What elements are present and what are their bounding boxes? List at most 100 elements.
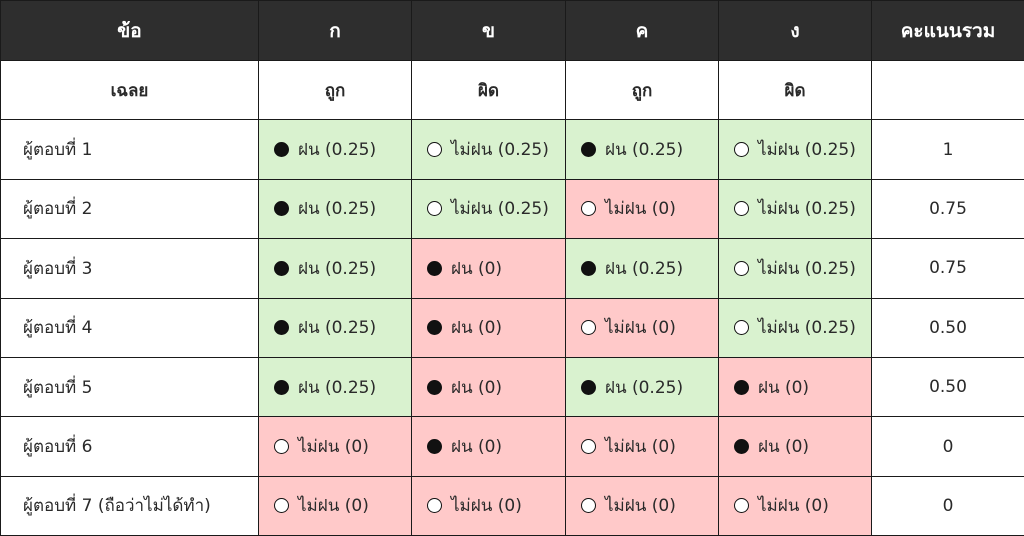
header-option-a: ก (258, 0, 412, 61)
empty-circle-icon (274, 439, 289, 455)
answer-cell-wrong: ฝน (0) (411, 356, 566, 418)
total-score: 0.50 (871, 297, 1024, 358)
header-option-b: ข (411, 0, 566, 61)
responder-row: ผู้ตอบที่ 2 ฝน (0.25) ไม่ฝน (0.25) ไม่ฝน (0… (0, 178, 1024, 240)
answer-content: ไม่ฝน (0) (719, 492, 871, 519)
answer-content: ไม่ฝน (0) (259, 433, 411, 460)
responder-row: ผู้ตอบที่ 3 ฝน (0.25) ฝน (0) ฝน (0.25) ไม่ฝน… (0, 238, 1024, 299)
answer-cell-correct: ฝน (0.25) (565, 119, 719, 180)
answer-cell-correct: ไม่ฝน (0.25) (411, 119, 566, 180)
answer-content: ฝน (0) (412, 374, 565, 401)
answer-text: ฝน (0.25) (298, 318, 377, 339)
answer-cell-wrong: ฝน (0) (411, 238, 566, 299)
answer-text: ไม่ฝน (0.25) (758, 258, 856, 279)
answer-key-cell: ถูก (258, 59, 412, 121)
answer-content: ไม่ฝน (0) (259, 492, 411, 519)
total-score: 0 (871, 475, 1024, 536)
answer-content: ฝน (0.25) (259, 195, 411, 222)
empty-circle-icon (581, 201, 596, 217)
answer-text: ไม่ฝน (0.25) (758, 199, 856, 220)
filled-circle-icon (734, 439, 749, 455)
answer-text: ไม่ฝน (0.25) (451, 140, 549, 161)
answer-key-total (871, 59, 1024, 121)
answer-cell-correct: ฝน (0.25) (258, 119, 412, 180)
answer-key-cell: ผิด (718, 59, 872, 121)
responder-row: ผู้ตอบที่ 6 ไม่ฝน (0) ฝน (0) ไม่ฝน (0) ฝน (0… (0, 416, 1024, 477)
answer-cell-wrong: ไม่ฝน (0) (565, 416, 719, 477)
filled-circle-icon (427, 379, 442, 395)
empty-circle-icon (427, 201, 442, 217)
responder-rows: ผู้ตอบที่ 1 ฝน (0.25) ไม่ฝน (0.25) ฝน (0.25… (0, 119, 1024, 536)
answer-cell-wrong: ไม่ฝน (0) (565, 475, 719, 536)
answer-text: ไม่ฝน (0) (605, 437, 676, 458)
answer-cell-correct: ฝน (0.25) (258, 356, 412, 418)
answer-content: ไม่ฝน (0.25) (719, 195, 871, 222)
answer-cell-correct: ฝน (0.25) (565, 356, 719, 418)
responder-label: ผู้ตอบที่ 4 (0, 297, 259, 358)
answer-cell-wrong: ไม่ฝน (0) (411, 475, 566, 536)
answer-key-label: เฉลย (0, 59, 259, 121)
answer-text: ฝน (0.25) (298, 377, 377, 398)
header-row: ข้อ ก ข ค ง คะแนนรวม (0, 0, 1024, 61)
answer-text: ไม่ฝน (0) (605, 496, 676, 517)
answer-cell-wrong: ฝน (0) (718, 356, 872, 418)
answer-cell-correct: ฝน (0.25) (565, 238, 719, 299)
answer-text: ฝน (0.25) (298, 140, 377, 161)
answer-content: ไม่ฝน (0) (566, 195, 718, 222)
answer-content: ไม่ฝน (0) (566, 314, 718, 341)
answer-text: ไม่ฝน (0) (298, 437, 369, 458)
empty-circle-icon (581, 439, 596, 455)
answer-cell-correct: ไม่ฝน (0.25) (718, 297, 872, 358)
filled-circle-icon (427, 439, 442, 455)
answer-content: ฝน (0) (719, 433, 871, 460)
answer-cell-correct: ไม่ฝน (0.25) (718, 238, 872, 299)
filled-circle-icon (427, 260, 442, 276)
filled-circle-icon (274, 320, 289, 336)
total-score: 0.75 (871, 178, 1024, 240)
answer-text: ไม่ฝน (0) (758, 496, 829, 517)
header-total: คะแนนรวม (871, 0, 1024, 61)
answer-text: ไม่ฝน (0) (298, 496, 369, 517)
responder-row: ผู้ตอบที่ 7 (ถือว่าไม่ได้ทำ) ไม่ฝน (0) ไม่… (0, 475, 1024, 536)
answer-cell-correct: ฝน (0.25) (258, 238, 412, 299)
responder-row: ผู้ตอบที่ 5 ฝน (0.25) ฝน (0) ฝน (0.25) ฝน (0… (0, 356, 1024, 418)
answer-text: ฝน (0) (451, 258, 503, 279)
answer-text: ฝน (0.25) (605, 258, 684, 279)
answer-content: ฝน (0.25) (566, 136, 718, 163)
answer-text: ไม่ฝน (0) (605, 318, 676, 339)
answer-content: ไม่ฝน (0.25) (719, 314, 871, 341)
answer-cell-wrong: ฝน (0) (718, 416, 872, 477)
answer-content: ไม่ฝน (0) (412, 492, 565, 519)
answer-key-row: เฉลย ถูก ผิด ถูก ผิด (0, 59, 1024, 121)
total-score: 0.50 (871, 356, 1024, 418)
answer-text: ฝน (0.25) (605, 140, 684, 161)
responder-label: ผู้ตอบที่ 2 (0, 178, 259, 240)
answer-cell-wrong: ไม่ฝน (0) (565, 297, 719, 358)
empty-circle-icon (581, 498, 596, 514)
answer-cell-wrong: ไม่ฝน (0) (718, 475, 872, 536)
empty-circle-icon (427, 142, 442, 158)
empty-circle-icon (427, 498, 442, 514)
total-score: 1 (871, 119, 1024, 180)
answer-cell-wrong: ไม่ฝน (0) (258, 416, 412, 477)
filled-circle-icon (581, 260, 596, 276)
answer-content: ไม่ฝน (0) (566, 492, 718, 519)
empty-circle-icon (581, 320, 596, 336)
empty-circle-icon (734, 320, 749, 336)
answer-cell-wrong: ไม่ฝน (0) (258, 475, 412, 536)
answer-content: ฝน (0.25) (259, 314, 411, 341)
answer-cell-correct: ไม่ฝน (0.25) (718, 119, 872, 180)
total-score: 0.75 (871, 238, 1024, 299)
responder-label: ผู้ตอบที่ 6 (0, 416, 259, 477)
answer-content: ฝน (0) (412, 433, 565, 460)
answer-content: ไม่ฝน (0) (566, 433, 718, 460)
filled-circle-icon (581, 379, 596, 395)
answer-cell-correct: ไม่ฝน (0.25) (718, 178, 872, 240)
answer-text: ไม่ฝน (0.25) (758, 318, 856, 339)
answer-content: ฝน (0.25) (259, 374, 411, 401)
answer-text: ฝน (0) (451, 318, 503, 339)
answer-text: ฝน (0) (451, 437, 503, 458)
answer-text: ฝน (0.25) (605, 377, 684, 398)
empty-circle-icon (734, 498, 749, 514)
answer-text: ฝน (0) (758, 437, 810, 458)
